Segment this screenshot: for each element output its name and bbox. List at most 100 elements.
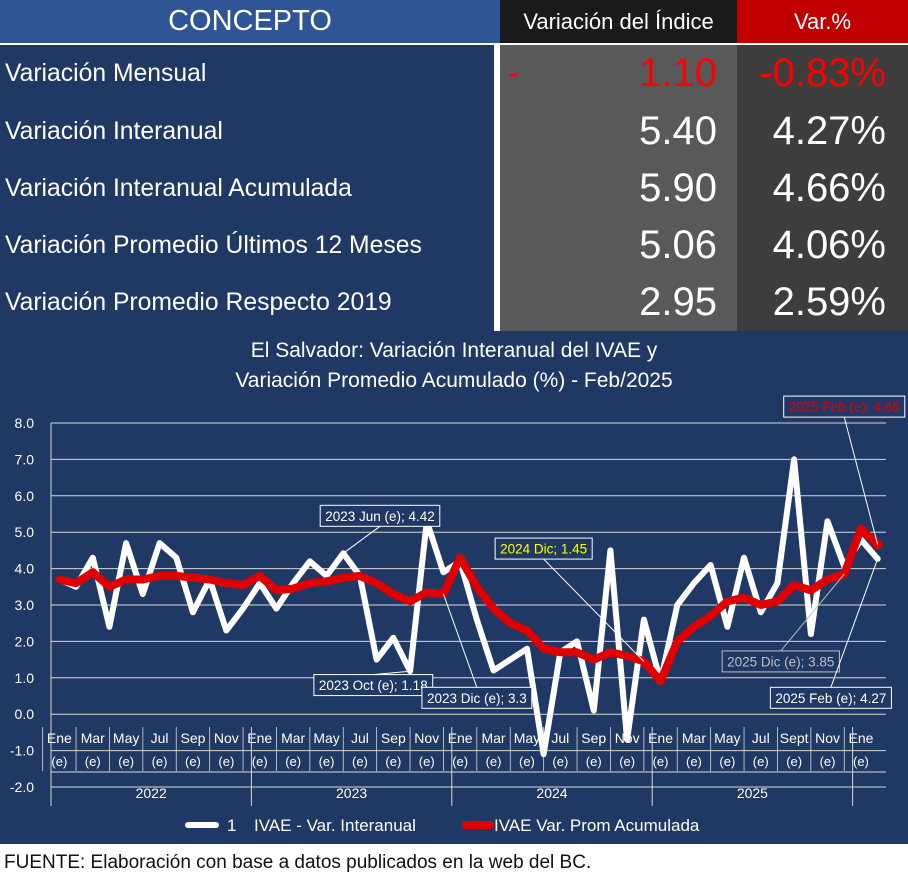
estimate-mark: (e) <box>519 754 535 769</box>
annotation-leader <box>843 416 879 545</box>
y-tick-label: 2.0 <box>15 633 35 649</box>
annotation-callout: 2023 Oct (e); 1.18 <box>313 670 434 697</box>
month-label: Ene <box>47 730 72 746</box>
month-label: Nov <box>414 730 439 746</box>
annotation-label: 2023 Jun (e); 4.42 <box>325 509 435 524</box>
year-label: 2022 <box>136 785 167 801</box>
month-label: Nov <box>214 730 239 746</box>
estimate-mark: (e) <box>586 754 602 769</box>
y-tick-label: 4.0 <box>15 561 35 577</box>
annotation-callout: 2023 Jun (e); 4.42 <box>319 504 441 554</box>
month-label: Sept <box>780 730 809 746</box>
row-label: Variación Mensual <box>0 45 494 103</box>
estimate-mark: (e) <box>419 754 435 769</box>
estimate-mark: (e) <box>552 754 568 769</box>
estimate-mark: (e) <box>185 754 201 769</box>
annotation-box <box>783 395 906 418</box>
header-index-change: Variación del Índice <box>500 0 737 43</box>
y-tick-label: 8.0 <box>15 415 35 431</box>
month-label: May <box>714 730 740 746</box>
row-pct-value: 4.27% <box>737 102 908 160</box>
legend-label-interannual: IVAE - Var. Interanual <box>254 816 416 835</box>
estimate-mark: (e) <box>686 754 702 769</box>
month-label: Jul <box>351 730 369 746</box>
annotation-leader <box>342 525 381 554</box>
annotation-label: 2023 Oct (e); 1.18 <box>319 678 428 693</box>
chart-panel: El Salvador: Variación Interanual del IV… <box>0 331 908 844</box>
row-index-value: - 1.10 <box>500 45 737 103</box>
annotation-box <box>494 537 593 560</box>
month-label: Ene <box>247 730 272 746</box>
row-pct-value: 4.66% <box>737 159 908 218</box>
month-label: Sep <box>581 730 606 746</box>
annotation-leader <box>543 558 645 662</box>
row-index-value: 5.90 <box>500 159 737 218</box>
y-tick-label: 5.0 <box>15 524 35 540</box>
annotation-callout: 2024 Dic; 1.45 <box>494 537 645 662</box>
summary-table: CONCEPTO Variación del Índice Var.% Vari… <box>0 0 908 332</box>
y-tick-label: 3.0 <box>15 597 35 613</box>
month-label: Mar <box>682 730 706 746</box>
annotation-label: 2025 Dic (e); 3.85 <box>727 654 834 669</box>
row-label: Variación Interanual <box>0 102 494 160</box>
estimate-mark: (e) <box>619 754 635 769</box>
year-label: 2024 <box>536 785 567 801</box>
estimate-mark: (e) <box>820 754 836 769</box>
month-label: May <box>113 730 139 746</box>
estimate-mark: (e) <box>753 754 769 769</box>
estimate-mark: (e) <box>486 754 502 769</box>
month-label: Nov <box>815 730 840 746</box>
row-index-value: 5.40 <box>500 102 737 160</box>
annotation-box <box>319 504 441 527</box>
estimate-mark: (e) <box>352 754 368 769</box>
month-label: Mar <box>81 730 105 746</box>
annotation-label: 2024 Dic; 1.45 <box>500 542 587 557</box>
month-label: Mar <box>281 730 305 746</box>
index-value: 1.10 <box>639 51 717 96</box>
estimate-mark: (e) <box>118 754 134 769</box>
index-value: 5.40 <box>639 108 717 153</box>
row-index-value: 5.06 <box>500 216 737 275</box>
chart-title-line1: El Salvador: Variación Interanual del IV… <box>251 339 658 362</box>
annotation-callout: 2023 Dic (e); 3.3 <box>421 593 533 709</box>
index-value: 5.90 <box>639 165 717 210</box>
estimate-mark: (e) <box>285 754 301 769</box>
annotation-label: 2025 Feb (e); 4.66 <box>789 400 900 415</box>
y-tick-label: 7.0 <box>15 451 35 467</box>
month-label: Jul <box>151 730 169 746</box>
row-index-value: 2.95 <box>500 273 737 332</box>
ivae-interannual-line <box>56 456 881 758</box>
estimate-mark: (e) <box>218 754 234 769</box>
estimate-mark: (e) <box>653 754 669 769</box>
annotation-leader <box>780 573 845 652</box>
footer-source: FUENTE: Elaboración con base a datos pub… <box>4 852 592 873</box>
ivae-avg-accum-line <box>55 524 882 686</box>
estimate-mark: (e) <box>319 754 335 769</box>
row-label: Variación Promedio Últimos 12 Meses <box>0 216 494 275</box>
annotation-leader <box>373 670 411 676</box>
y-tick-label: 1.0 <box>15 670 35 686</box>
year-label: 2023 <box>336 785 367 801</box>
month-label: Sep <box>381 730 406 746</box>
month-label: Ene <box>848 730 873 746</box>
annotation-box <box>769 686 892 709</box>
annotation-leader <box>442 593 478 688</box>
legend-prefix: 1 <box>227 816 236 835</box>
estimate-mark: (e) <box>51 754 67 769</box>
month-label: May <box>313 730 339 746</box>
y-tick-label: -1.0 <box>10 743 34 759</box>
estimate-mark: (e) <box>786 754 802 769</box>
index-value: 2.95 <box>639 280 717 325</box>
annotation-label: 2023 Dic (e); 3.3 <box>427 691 527 706</box>
ivae-chart: El Salvador: Variación Interanual del IV… <box>10 339 906 835</box>
month-label: Ene <box>648 730 673 746</box>
estimate-mark: (e) <box>719 754 735 769</box>
estimate-mark: (e) <box>152 754 168 769</box>
negative-sign: - <box>508 55 519 92</box>
header-pct: Var.% <box>737 0 908 43</box>
y-tick-label: -2.0 <box>10 779 34 795</box>
month-label: Ene <box>448 730 473 746</box>
y-tick-label: 0.0 <box>15 706 35 722</box>
estimate-mark: (e) <box>385 754 401 769</box>
annotation-callout: 2025 Dic (e); 3.85 <box>721 573 845 673</box>
